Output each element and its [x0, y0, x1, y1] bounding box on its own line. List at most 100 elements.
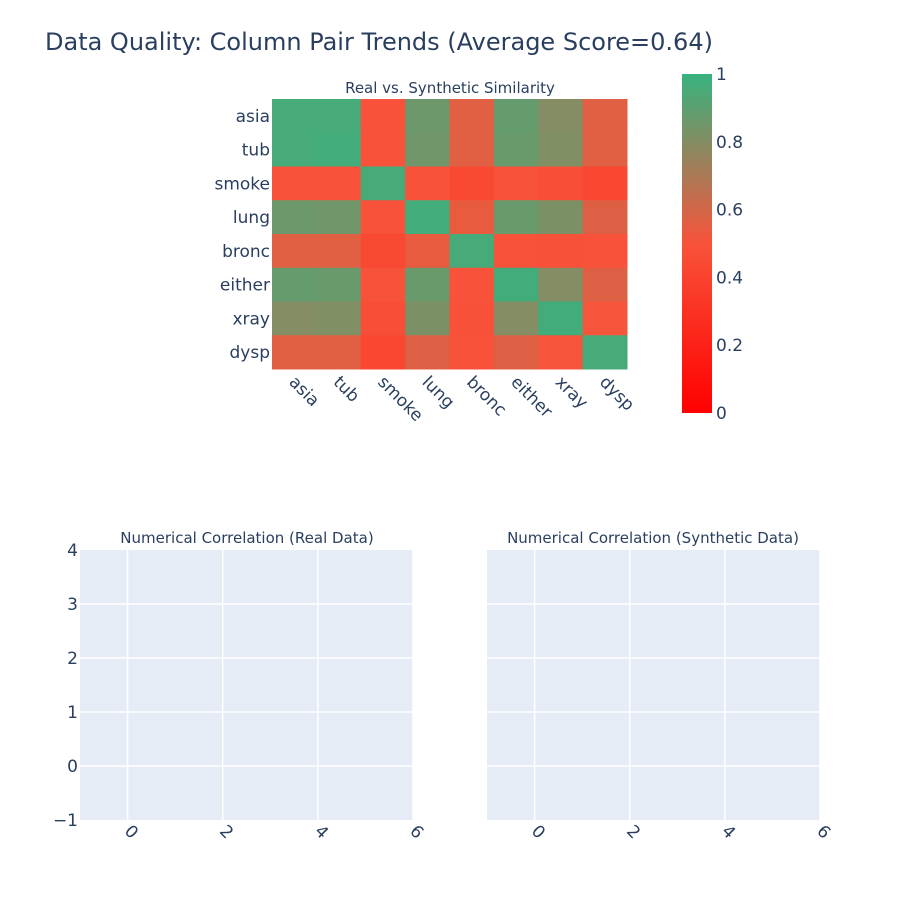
heatmap-cell-either-bronc	[449, 267, 495, 302]
real-correlation-y-ticks: −1 0 1 2 3 4	[53, 541, 78, 831]
heatmap-cell-lung-bronc	[449, 200, 495, 235]
colorbar-tick-label: 1	[716, 65, 727, 85]
heatmap-x-label: either	[507, 372, 557, 422]
similarity-heatmap-cells	[272, 99, 628, 370]
heatmap-cell-either-lung	[405, 267, 451, 302]
heatmap-cell-either-tub	[316, 267, 362, 302]
similarity-heatmap-title: Real vs. Synthetic Similarity	[345, 79, 555, 97]
colorbar: 0 0.2 0.4 0.6 0.8 1	[682, 65, 743, 424]
colorbar-tick-label: 0.8	[716, 133, 743, 153]
x-tick-label: 0	[527, 821, 549, 843]
x-tick-label: 4	[310, 821, 332, 843]
y-tick-label: 0	[67, 757, 78, 777]
heatmap-cell-xray-either	[493, 301, 539, 336]
heatmap-cell-lung-smoke	[360, 200, 406, 235]
heatmap-cell-bronc-bronc	[449, 234, 495, 269]
heatmap-cell-asia-smoke	[360, 99, 406, 134]
colorbar-gradient	[682, 74, 712, 413]
real-correlation-plot: Numerical Correlation (Real Data) −1 0 1 2 3…	[53, 529, 427, 843]
x-tick-label: 6	[405, 821, 427, 843]
heatmap-cell-smoke-xray	[538, 166, 584, 201]
y-tick-label: 1	[67, 703, 78, 723]
heatmap-cell-tub-smoke	[360, 132, 406, 167]
heatmap-cell-xray-bronc	[449, 301, 495, 336]
similarity-heatmap: Real vs. Synthetic Similarity asiatubsmo…	[214, 79, 638, 426]
heatmap-cell-lung-either	[493, 200, 539, 235]
heatmap-y-label: xray	[232, 309, 270, 329]
heatmap-cell-asia-dysp	[582, 99, 628, 134]
heatmap-cell-tub-lung	[405, 132, 451, 167]
heatmap-cell-smoke-tub	[316, 166, 362, 201]
heatmap-cell-dysp-tub	[316, 335, 362, 370]
x-tick-label: 0	[120, 821, 142, 843]
colorbar-tick-label: 0.2	[716, 336, 743, 356]
heatmap-cell-lung-dysp	[582, 200, 628, 235]
heatmap-cell-smoke-asia	[272, 166, 317, 201]
heatmap-x-label: lung	[418, 372, 458, 412]
heatmap-cell-dysp-asia	[272, 335, 317, 370]
heatmap-cell-xray-xray	[538, 301, 584, 336]
synthetic-correlation-plot: Numerical Correlation (Synthetic Data) 0…	[487, 529, 834, 843]
x-tick-label: 6	[812, 821, 834, 843]
synthetic-correlation-x-ticks: 0 2 4 6	[527, 821, 834, 843]
y-tick-label: 4	[67, 541, 78, 561]
heatmap-cell-asia-tub	[316, 99, 362, 134]
heatmap-cell-bronc-lung	[405, 234, 451, 269]
synthetic-correlation-title: Numerical Correlation (Synthetic Data)	[507, 529, 799, 547]
heatmap-cell-bronc-smoke	[360, 234, 406, 269]
heatmap-y-label: dysp	[230, 343, 271, 363]
heatmap-cell-asia-asia	[272, 99, 317, 134]
heatmap-cell-bronc-dysp	[582, 234, 628, 269]
heatmap-x-label: smoke	[373, 372, 426, 425]
colorbar-tick-label: 0.4	[716, 268, 743, 288]
y-tick-label: 3	[67, 595, 78, 615]
heatmap-x-label: bronc	[462, 372, 510, 420]
heatmap-cell-asia-bronc	[449, 99, 495, 134]
heatmap-cell-tub-xray	[538, 132, 584, 167]
heatmap-cell-asia-xray	[538, 99, 584, 134]
heatmap-cell-tub-tub	[316, 132, 362, 167]
heatmap-cell-bronc-either	[493, 234, 539, 269]
heatmap-cell-dysp-bronc	[449, 335, 495, 370]
heatmap-cell-dysp-smoke	[360, 335, 406, 370]
heatmap-cell-dysp-either	[493, 335, 539, 370]
heatmap-cell-lung-lung	[405, 200, 451, 235]
heatmap-cell-tub-either	[493, 132, 539, 167]
heatmap-cell-smoke-dysp	[582, 166, 628, 201]
heatmap-cell-either-either	[493, 267, 539, 302]
similarity-heatmap-y-labels: asia tub smoke lung bronc either xray dysp	[214, 107, 270, 363]
heatmap-cell-dysp-lung	[405, 335, 451, 370]
heatmap-cell-tub-bronc	[449, 132, 495, 167]
x-tick-label: 2	[622, 821, 644, 843]
real-correlation-grid	[80, 550, 414, 820]
y-tick-label: 2	[67, 649, 78, 669]
heatmap-x-label: xray	[551, 372, 592, 413]
heatmap-cell-tub-asia	[272, 132, 317, 167]
heatmap-y-label: lung	[233, 208, 270, 228]
colorbar-tick-label: 0	[716, 404, 727, 424]
heatmap-cell-xray-smoke	[360, 301, 406, 336]
heatmap-cell-bronc-xray	[538, 234, 584, 269]
synthetic-correlation-grid	[487, 550, 821, 820]
heatmap-y-label: either	[220, 276, 270, 296]
heatmap-cell-either-dysp	[582, 267, 628, 302]
heatmap-cell-smoke-bronc	[449, 166, 495, 201]
real-correlation-x-ticks: 0 2 4 6	[120, 821, 427, 843]
heatmap-cell-bronc-asia	[272, 234, 317, 269]
heatmap-y-label: tub	[242, 141, 270, 161]
heatmap-cell-smoke-either	[493, 166, 539, 201]
y-tick-label: −1	[53, 811, 78, 831]
heatmap-cell-asia-lung	[405, 99, 451, 134]
real-correlation-plot-area	[80, 550, 413, 820]
heatmap-cell-lung-xray	[538, 200, 584, 235]
heatmap-cell-dysp-dysp	[582, 335, 628, 370]
synthetic-correlation-plot-area	[487, 550, 820, 820]
heatmap-x-label: tub	[329, 372, 363, 406]
x-tick-label: 4	[717, 821, 739, 843]
heatmap-cell-xray-tub	[316, 301, 362, 336]
heatmap-y-label: smoke	[214, 174, 270, 194]
heatmap-cell-tub-dysp	[582, 132, 628, 167]
